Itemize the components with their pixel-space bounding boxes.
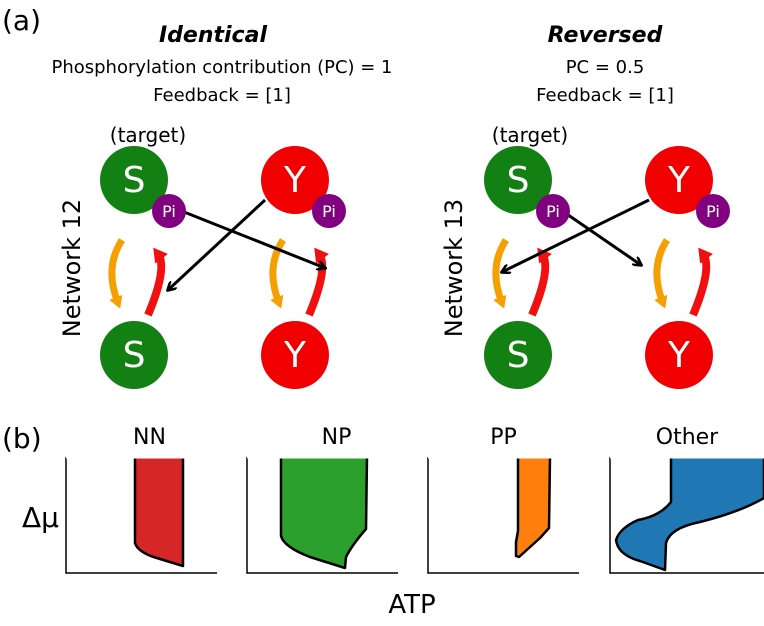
network-13-diagram: S Y S Y Pi Pi — [484, 146, 730, 389]
y-dephosphorylation-arrow — [269, 238, 286, 309]
y-axis-label: Δμ — [22, 501, 59, 534]
panel-b-label: (b) — [2, 422, 42, 455]
s-node-top-label: S — [123, 160, 146, 201]
pi-label: Pi — [322, 202, 336, 221]
pi-label: Pi — [706, 202, 720, 221]
panel-axes — [246, 457, 398, 574]
phase-region-np — [279, 455, 369, 570]
phase-region-nn — [133, 455, 185, 568]
y-phosphorylation-arrow — [689, 247, 713, 317]
phase-region-pp — [514, 455, 552, 559]
panel-title-other: Other — [656, 425, 719, 450]
right-title: Reversed — [548, 23, 663, 48]
panel-a-label: (a) — [2, 4, 41, 37]
y-node-top — [261, 146, 329, 214]
pi-badge — [152, 194, 186, 228]
pi-label: Pi — [546, 202, 560, 221]
network-12-diagram: S Y S Y Pi Pi — [100, 146, 346, 389]
pi-label: Pi — [162, 202, 176, 221]
s-phosphorylation-arrow — [144, 247, 168, 317]
s-node-bottom — [484, 321, 552, 389]
x-axis-label: ATP — [388, 590, 435, 620]
s-phosphorylation-arrow — [528, 247, 552, 317]
phase-panels: NN NP PP Other — [65, 425, 764, 574]
pi-badge — [312, 194, 346, 228]
panel-title-np: NP — [322, 425, 352, 450]
panel-title-pp: PP — [490, 425, 517, 450]
s-dephosphorylation-arrow — [492, 238, 509, 309]
y-node-bottom — [261, 321, 329, 389]
y-node-bottom — [645, 321, 713, 389]
y-node-bottom-label: Y — [283, 335, 307, 376]
right-feedback: Feedback = [1] — [536, 85, 674, 106]
left-network-label: Network 12 — [58, 199, 86, 337]
y-node-bottom-label: Y — [667, 335, 691, 376]
s-node-bottom-label: S — [507, 335, 530, 376]
panel-axes — [427, 457, 579, 574]
right-target-label: (target) — [492, 123, 568, 147]
y-phosphorylation-arrow — [305, 247, 329, 317]
s-dephosphorylation-arrow — [108, 238, 125, 309]
right-pc: PC = 0.5 — [566, 57, 645, 78]
s-to-y-arrow — [173, 206, 325, 268]
s-node-top — [100, 146, 168, 214]
s-node-top-label: S — [507, 160, 530, 201]
y-to-s-arrow — [168, 198, 267, 290]
pi-badge — [696, 194, 730, 228]
phase-region-other — [614, 455, 764, 572]
panel-title-nn: NN — [133, 425, 166, 450]
left-pc: Phosphorylation contribution (PC) = 1 — [51, 57, 392, 78]
y-node-top-label: Y — [667, 160, 691, 201]
right-network-label: Network 13 — [440, 199, 468, 337]
s-to-y-arrow — [557, 206, 641, 265]
y-dephosphorylation-arrow — [653, 238, 670, 309]
left-feedback: Feedback = [1] — [153, 85, 291, 106]
panel-axes — [609, 457, 764, 574]
y-node-top — [645, 146, 713, 214]
left-title: Identical — [159, 23, 267, 48]
pi-badge — [536, 194, 570, 228]
s-node-bottom — [100, 321, 168, 389]
y-node-top-label: Y — [283, 160, 307, 201]
left-target-label: (target) — [110, 123, 186, 147]
s-node-top — [484, 146, 552, 214]
panel-axes — [65, 457, 217, 574]
y-to-s-arrow — [502, 198, 650, 272]
s-node-bottom-label: S — [123, 335, 146, 376]
